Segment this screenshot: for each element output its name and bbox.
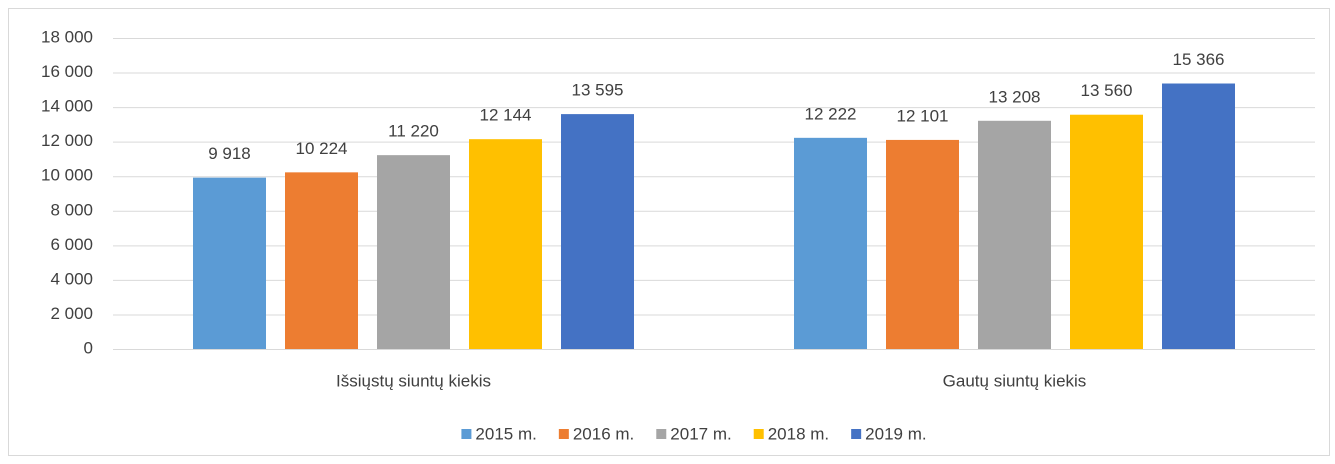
x-tick-label: Gautų siuntų kiekis <box>943 371 1087 390</box>
data-label: 15 366 <box>1173 50 1225 69</box>
bar <box>377 155 450 349</box>
legend-label: 2017 m. <box>670 424 731 443</box>
legend-swatch <box>851 429 862 439</box>
legend-item: 2018 m. <box>753 424 829 443</box>
bar <box>285 172 358 349</box>
y-tick-label: 2 000 <box>50 304 93 323</box>
legend-item: 2015 m. <box>461 424 537 443</box>
data-label: 9 918 <box>208 144 251 163</box>
bar <box>193 177 266 349</box>
y-tick-label: 18 000 <box>41 27 93 46</box>
y-tick-label: 6 000 <box>50 235 93 254</box>
data-label: 12 144 <box>480 106 532 125</box>
data-label: 12 222 <box>805 104 857 123</box>
legend-swatch <box>461 429 472 439</box>
bar <box>978 120 1051 350</box>
y-tick-label: 12 000 <box>41 131 93 150</box>
bar <box>1070 114 1143 349</box>
bar <box>794 137 867 349</box>
bar <box>1162 83 1235 349</box>
legend-swatch <box>656 429 667 439</box>
legend-item: 2016 m. <box>558 424 634 443</box>
y-tick-label: 14 000 <box>41 97 93 116</box>
data-label: 13 595 <box>572 81 624 100</box>
legend-swatch <box>753 429 764 439</box>
legend-label: 2018 m. <box>768 424 829 443</box>
data-label: 13 560 <box>1081 81 1133 100</box>
legend-label: 2016 m. <box>573 424 634 443</box>
bar <box>469 139 542 349</box>
y-tick-label: 0 <box>84 338 93 357</box>
bar <box>561 114 634 349</box>
x-tick-label: Išsiųstų siuntų kiekis <box>336 371 491 390</box>
y-tick-label: 4 000 <box>50 269 93 288</box>
legend-swatch <box>558 429 569 439</box>
data-label: 10 224 <box>296 139 348 158</box>
data-label: 13 208 <box>989 87 1041 106</box>
legend-label: 2015 m. <box>475 424 536 443</box>
legend-item: 2017 m. <box>656 424 732 443</box>
y-tick-label: 16 000 <box>41 62 93 81</box>
bar <box>886 139 959 349</box>
legend-item: 2019 m. <box>851 424 927 443</box>
data-label: 12 101 <box>897 106 949 125</box>
legend-label: 2019 m. <box>865 424 926 443</box>
data-label: 11 220 <box>388 122 439 141</box>
y-tick-label: 10 000 <box>41 166 93 185</box>
y-tick-label: 8 000 <box>50 200 93 219</box>
